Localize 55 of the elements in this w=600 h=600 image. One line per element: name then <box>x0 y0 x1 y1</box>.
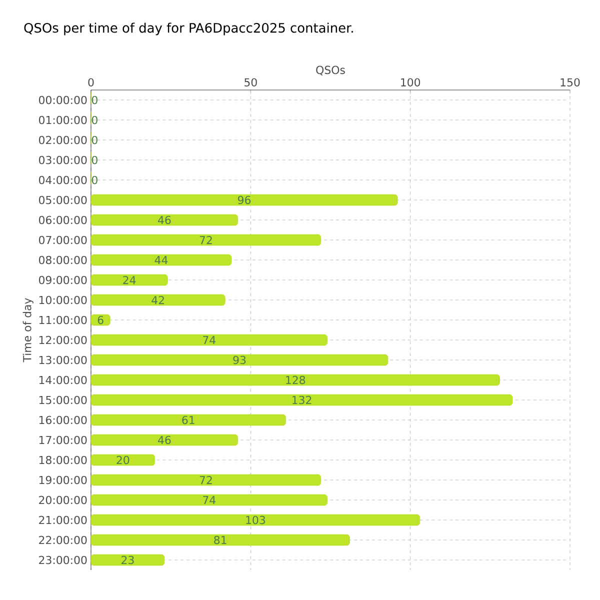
y-tick-label: 12:00:00 <box>39 336 87 344</box>
y-tick-label: 14:00:00 <box>39 376 87 384</box>
data-label: 46 <box>158 436 171 444</box>
y-tick-label: 06:00:00 <box>38 216 87 224</box>
y-tick-label: 01:00:00 <box>38 116 87 124</box>
data-label: 0 <box>92 156 98 164</box>
y-axis-title: Time of day <box>22 298 34 362</box>
data-label: 72 <box>200 236 212 244</box>
y-tick-label: 17:00:00 <box>39 436 87 444</box>
data-label: 0 <box>92 136 98 144</box>
data-label: 20 <box>116 456 130 464</box>
y-tick-label: 20:00:00 <box>39 496 87 504</box>
x-tick-label: 100 <box>401 78 420 86</box>
y-tick-label: 08:00:00 <box>38 256 87 264</box>
y-tick-label: 13:00:00 <box>39 356 87 364</box>
data-label: 96 <box>238 196 251 204</box>
x-tick-label: 150 <box>560 78 580 86</box>
y-tick-label: 15:00:00 <box>39 396 87 404</box>
data-label: 74 <box>203 336 216 344</box>
data-label: 72 <box>200 476 212 484</box>
data-label: 74 <box>203 496 216 504</box>
data-label: 128 <box>286 376 306 384</box>
y-tick-label: 19:00:00 <box>39 476 87 484</box>
y-tick-label: 10:00:00 <box>39 296 87 304</box>
y-tick-label: 21:00:00 <box>39 516 87 524</box>
data-label: 42 <box>152 296 164 304</box>
data-label: 132 <box>292 396 312 404</box>
data-label: 23 <box>122 556 134 564</box>
y-tick-label: 23:00:00 <box>39 556 87 564</box>
data-label: 6 <box>98 316 104 324</box>
data-label: 61 <box>182 416 194 424</box>
x-tick-label: 50 <box>244 78 257 86</box>
y-tick-label: 22:00:00 <box>39 536 87 544</box>
data-label: 0 <box>92 96 98 104</box>
data-label: 81 <box>214 536 226 544</box>
y-tick-label: 02:00:00 <box>38 136 87 144</box>
data-label: 103 <box>246 516 266 524</box>
data-label: 93 <box>233 356 246 364</box>
x-axis-title: QSOs <box>316 66 345 76</box>
y-tick-label: 09:00:00 <box>38 276 87 284</box>
y-tick-label: 04:00:00 <box>38 176 87 184</box>
data-label: 0 <box>92 176 98 184</box>
y-tick-label: 03:00:00 <box>38 156 87 164</box>
data-label: 0 <box>92 116 98 124</box>
y-tick-label: 16:00:00 <box>39 416 87 424</box>
data-label: 44 <box>154 256 168 264</box>
data-label: 24 <box>123 276 136 284</box>
y-tick-label: 11:00:00 <box>39 316 87 324</box>
y-tick-label: 00:00:00 <box>38 96 87 104</box>
y-tick-label: 07:00:00 <box>38 236 87 244</box>
chart-title: QSOs per time of day for PA6Dpacc2025 container. <box>24 22 353 36</box>
y-tick-label: 05:00:00 <box>38 196 87 204</box>
y-tick-label: 18:00:00 <box>39 456 87 464</box>
x-tick-label: 0 <box>88 78 94 86</box>
data-label: 46 <box>158 216 171 224</box>
